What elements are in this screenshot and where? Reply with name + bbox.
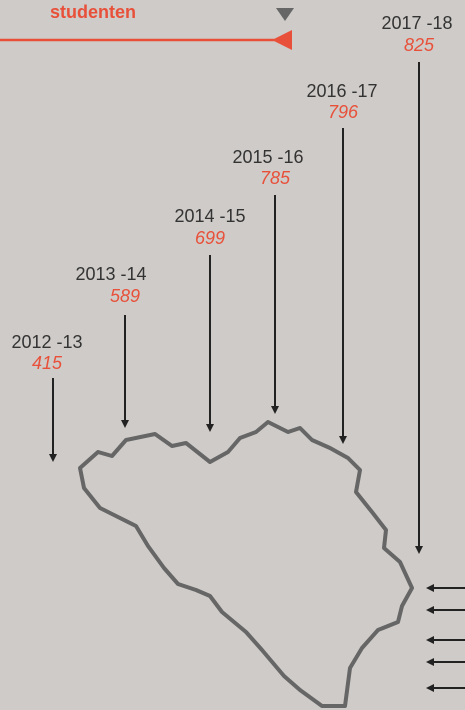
value-label: 796: [328, 102, 359, 122]
value-label: 415: [32, 353, 63, 373]
timeline-head: [272, 30, 292, 50]
labels: 2012 -13 415 2013 -14 589 2014 -15 699 2…: [11, 13, 452, 373]
value-label: 589: [110, 286, 140, 306]
year-label: 2015 -16: [232, 147, 303, 167]
year-label: 2013 -14: [75, 264, 146, 284]
indicator: [276, 8, 294, 21]
value-label: 699: [195, 228, 225, 248]
year-label: 2012 -13: [11, 332, 82, 352]
value-label: 785: [260, 168, 291, 188]
year-label: 2017 -18: [381, 13, 452, 33]
arrows: [49, 62, 465, 692]
year-label: 2016 -17: [306, 81, 377, 101]
value-label: 825: [404, 35, 435, 55]
title: studenten: [50, 2, 136, 22]
year-label: 2014 -15: [174, 206, 245, 226]
map-outline: [78, 420, 414, 708]
